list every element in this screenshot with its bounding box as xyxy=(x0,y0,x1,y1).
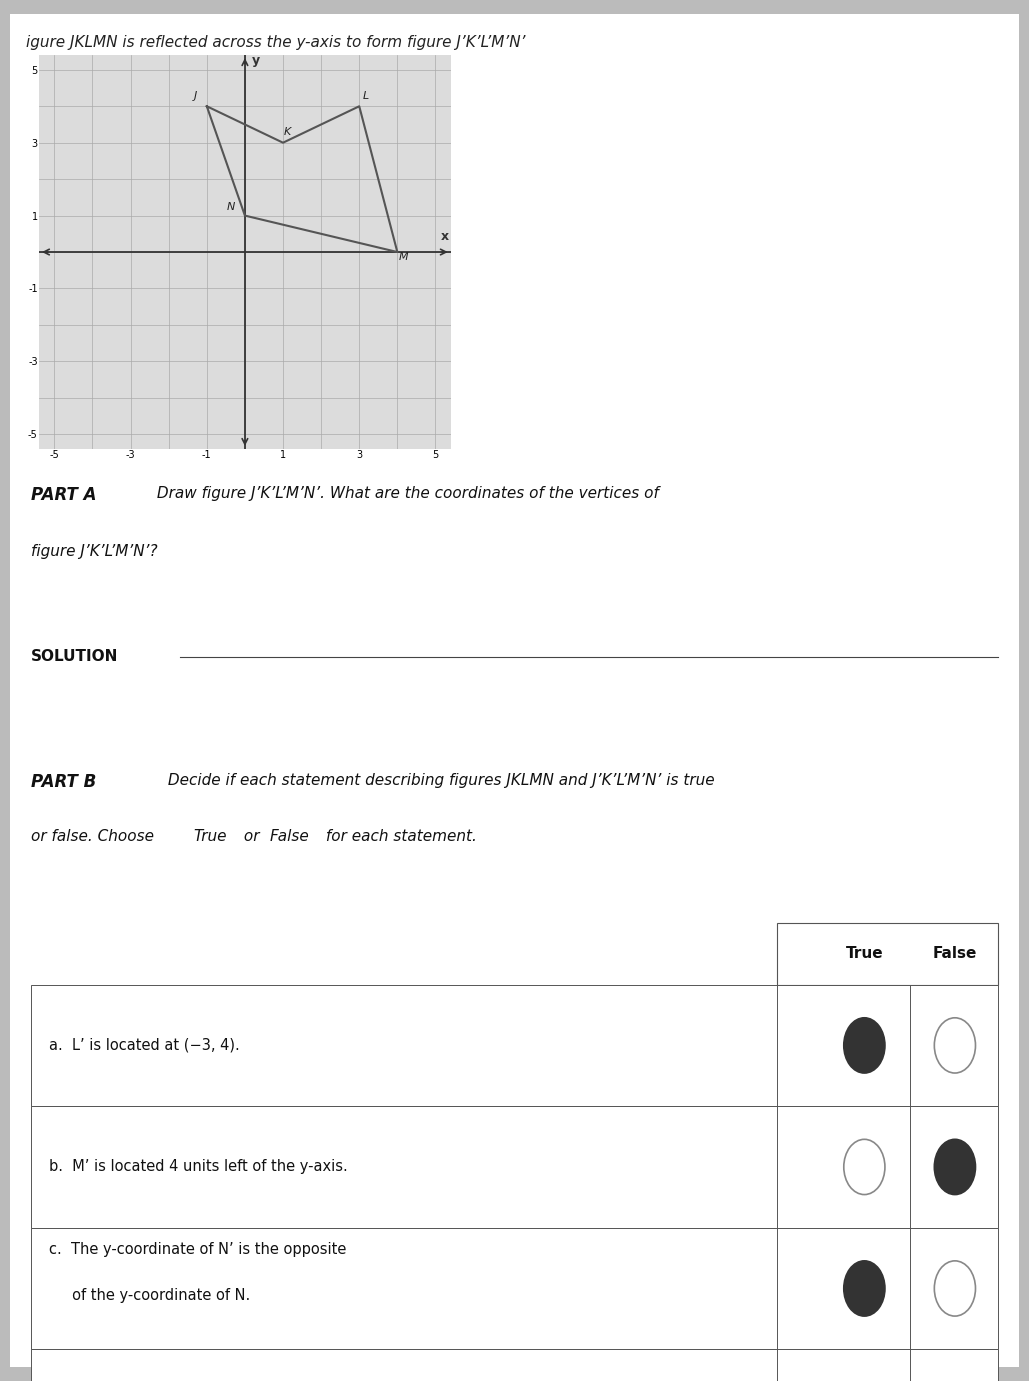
Text: or: or xyxy=(239,829,264,844)
Text: N: N xyxy=(226,202,235,211)
Bar xyxy=(31,1349,998,1381)
Text: c.  The y-coordinate of N’ is the opposite: c. The y-coordinate of N’ is the opposit… xyxy=(49,1242,347,1257)
Text: x: x xyxy=(441,231,450,243)
Circle shape xyxy=(844,1261,885,1316)
Text: True: True xyxy=(193,829,227,844)
Circle shape xyxy=(934,1139,975,1195)
Text: False: False xyxy=(932,946,978,961)
Circle shape xyxy=(844,1018,885,1073)
Text: J: J xyxy=(193,91,197,101)
Bar xyxy=(31,985,998,1106)
Bar xyxy=(31,1228,998,1349)
Bar xyxy=(31,1106,998,1228)
Text: Draw figure J’K’L’M’N’. What are the coordinates of the vertices of: Draw figure J’K’L’M’N’. What are the coo… xyxy=(152,486,660,501)
Text: K: K xyxy=(284,127,291,137)
Text: PART B: PART B xyxy=(31,773,96,791)
Text: SOLUTION: SOLUTION xyxy=(31,649,118,664)
Text: or false. Choose: or false. Choose xyxy=(31,829,158,844)
Circle shape xyxy=(934,1018,975,1073)
Bar xyxy=(777,923,998,985)
Circle shape xyxy=(934,1261,975,1316)
Circle shape xyxy=(844,1139,885,1195)
Text: False: False xyxy=(270,829,310,844)
Text: figure J’K’L’M’N’?: figure J’K’L’M’N’? xyxy=(31,544,157,559)
Text: L: L xyxy=(363,91,369,101)
Text: of the y-coordinate of N.: of the y-coordinate of N. xyxy=(49,1288,251,1304)
Text: for each statement.: for each statement. xyxy=(321,829,476,844)
Text: PART A: PART A xyxy=(31,486,97,504)
Text: igure JKLMN is reflected across the y-axis to form figure J’K’L’M’N’: igure JKLMN is reflected across the y-ax… xyxy=(26,35,525,50)
Text: Decide if each statement describing figures JKLMN and J’K’L’M’N’ is true: Decide if each statement describing figu… xyxy=(163,773,714,789)
Text: a.  L’ is located at (−3, 4).: a. L’ is located at (−3, 4). xyxy=(49,1039,240,1052)
Text: M: M xyxy=(398,253,407,262)
Text: True: True xyxy=(846,946,883,961)
Text: y: y xyxy=(252,54,260,68)
Text: b.  M’ is located 4 units left of the y-axis.: b. M’ is located 4 units left of the y-a… xyxy=(49,1160,348,1174)
